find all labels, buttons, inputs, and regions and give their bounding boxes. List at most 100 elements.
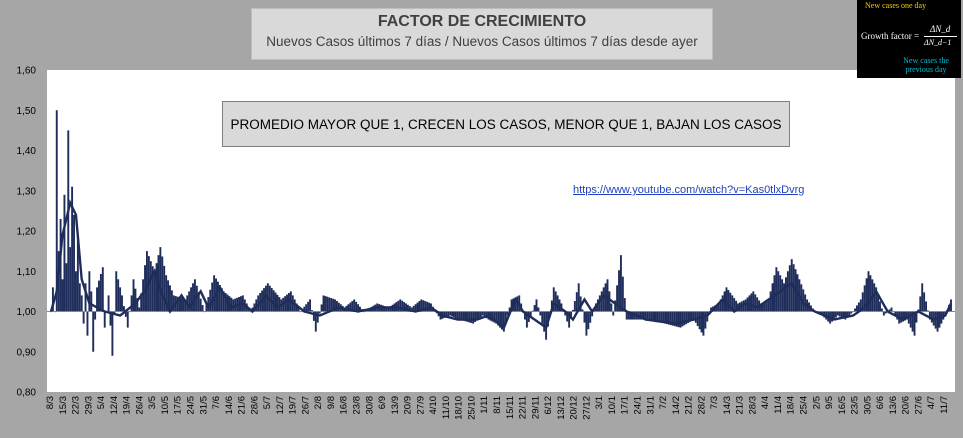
moving-average-line (49, 199, 953, 330)
bar (401, 300, 404, 312)
bar (689, 311, 691, 322)
bar (602, 287, 605, 312)
bar (466, 311, 469, 322)
bar (765, 300, 768, 312)
x-tick-label: 27/9 (415, 396, 426, 415)
bar (192, 283, 194, 312)
bar (884, 311, 887, 314)
bar (335, 301, 338, 312)
x-axis: 8/3 15/3 22/3 29/3 5/4 12/4 19/4 26/4 3/5 10/5 17/… (45, 396, 950, 420)
bar (890, 307, 893, 312)
bar (867, 271, 870, 312)
bar (572, 309, 574, 312)
bar (875, 287, 878, 312)
bar (671, 311, 674, 326)
bar (504, 311, 507, 324)
bar (928, 311, 931, 320)
y-tick-label: 1,40 (17, 146, 37, 157)
bar (844, 311, 847, 320)
bar (451, 311, 454, 317)
bar (170, 290, 173, 312)
bar (165, 275, 168, 312)
x-tick-label: 15/11 (505, 396, 516, 419)
bar (305, 304, 308, 312)
bar (900, 311, 903, 323)
bar (456, 311, 459, 319)
bar (73, 214, 75, 312)
bar (418, 301, 421, 312)
bar (840, 311, 843, 318)
bar (583, 311, 586, 323)
bar (848, 311, 851, 316)
bar (646, 311, 649, 320)
bar (117, 279, 120, 312)
bar (78, 283, 81, 312)
bar (621, 276, 624, 312)
bar (163, 265, 166, 312)
x-tick-label: 19/7 (288, 396, 299, 415)
bar (209, 289, 212, 312)
bar (355, 301, 358, 312)
bar (80, 295, 83, 312)
y-tick-label: 0,90 (17, 347, 37, 358)
bar (568, 311, 571, 328)
x-tick-label: 6/12 (543, 396, 554, 415)
bar (161, 256, 164, 312)
bar (865, 278, 868, 312)
youtube-link[interactable]: https://www.youtube.com/watch?v=Kas0tlxD… (573, 184, 805, 196)
x-tick-label: 28/2 (696, 396, 707, 415)
bar (715, 304, 718, 312)
bar (69, 247, 72, 312)
bar (537, 307, 540, 312)
x-tick-label: 17/1 (620, 396, 631, 415)
bar (71, 186, 74, 312)
x-tick-label: 21/6 (237, 396, 248, 415)
bar (748, 295, 751, 312)
bar (919, 296, 922, 312)
x-tick-label: 19/4 (122, 396, 133, 415)
bar (199, 298, 202, 312)
x-tick-label: 10/5 (160, 396, 171, 415)
bar (786, 271, 789, 312)
x-tick-label: 3/1 (594, 396, 605, 409)
x-tick-label: 28/3 (747, 396, 758, 415)
bar (113, 311, 116, 314)
bar (675, 311, 678, 327)
bar (577, 283, 580, 312)
bar (616, 285, 619, 312)
x-tick-label: 10/1 (607, 396, 618, 415)
bar (124, 311, 127, 317)
bar (99, 273, 102, 312)
bar (420, 299, 423, 312)
x-tick-label: 6/6 (875, 396, 886, 409)
bar (761, 302, 764, 312)
bar (606, 279, 609, 312)
bar (673, 311, 676, 327)
bar (773, 275, 776, 312)
bar (502, 311, 505, 332)
x-tick-label: 8/3 (45, 396, 56, 409)
bar (389, 306, 392, 312)
x-tick-label: 20/9 (403, 396, 414, 415)
bar (399, 299, 402, 312)
bar (307, 301, 310, 312)
bar (92, 311, 95, 352)
bar (103, 311, 106, 328)
bar (328, 297, 331, 312)
bar (854, 308, 856, 312)
x-tick-label: 7/6 (211, 396, 222, 409)
bar (698, 311, 701, 330)
bar (121, 295, 123, 312)
bar (278, 297, 281, 312)
x-tick-label: 4/10 (428, 396, 439, 415)
bar (51, 287, 54, 312)
bar (687, 311, 690, 323)
bar (861, 292, 864, 312)
bar (552, 287, 555, 312)
bar (921, 283, 924, 312)
bar (359, 306, 361, 312)
bar (836, 311, 839, 316)
bar (925, 301, 928, 312)
bar (288, 292, 290, 312)
bar (610, 303, 613, 312)
